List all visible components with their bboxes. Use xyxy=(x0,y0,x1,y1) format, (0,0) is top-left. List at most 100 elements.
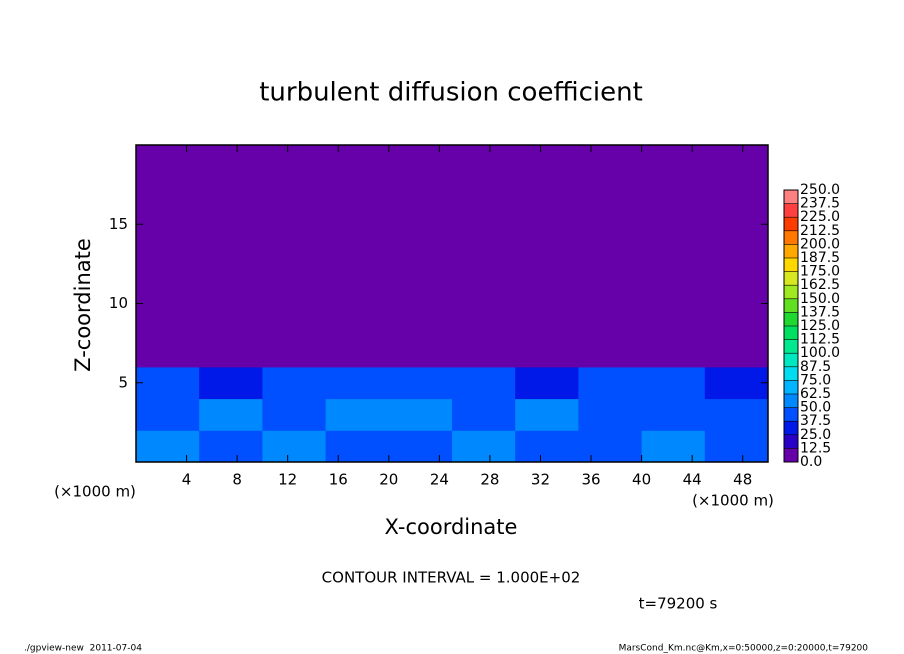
x-tick-label: 44 xyxy=(683,471,702,489)
field-cell xyxy=(388,335,453,368)
field xyxy=(136,145,769,463)
field-cell xyxy=(515,303,579,336)
colorbar-swatch xyxy=(784,271,798,286)
field-cell xyxy=(515,145,579,178)
field-cell xyxy=(325,145,390,178)
colorbar-label: 75.0 xyxy=(800,372,831,388)
field-cell xyxy=(452,430,516,463)
field-cell xyxy=(641,366,706,400)
field-cell xyxy=(325,208,390,241)
field-cell xyxy=(578,335,643,368)
field-cell xyxy=(515,398,579,431)
colorbar-label: 137.5 xyxy=(800,304,840,320)
field-cell xyxy=(578,208,643,241)
x-axis-label: X-coordinate xyxy=(385,515,518,539)
field-cell xyxy=(515,240,579,273)
colorbar-label: 250.0 xyxy=(800,182,840,198)
field-cell xyxy=(199,335,263,368)
field-cell xyxy=(262,176,327,209)
contour-interval: CONTOUR INTERVAL = 1.000E+02 xyxy=(322,569,581,587)
field-cell xyxy=(262,145,327,178)
colorbar-label: 212.5 xyxy=(800,223,840,239)
colorbar-swatch xyxy=(784,258,798,272)
field-cell xyxy=(452,303,516,336)
colorbar-swatch xyxy=(784,448,798,462)
field-cell xyxy=(452,208,516,241)
colorbar-label: 175.0 xyxy=(800,264,840,280)
footer-right: MarsCond_Km.nc@Km,x=0:50000,z=0:20000,t=… xyxy=(619,644,869,654)
field-cell xyxy=(199,271,263,304)
field-cell xyxy=(136,335,200,368)
x-tick-label: 40 xyxy=(632,471,651,489)
field-cell xyxy=(641,430,706,463)
field-cell xyxy=(704,271,769,304)
field-cell xyxy=(641,208,706,241)
field-cell xyxy=(578,145,643,178)
time-label: t=79200 s xyxy=(639,595,718,613)
chart-title: turbulent diffusion coefficient xyxy=(259,78,643,108)
field-cell xyxy=(262,271,327,304)
field-cell xyxy=(704,430,769,463)
field-cell xyxy=(262,398,327,431)
field-cell xyxy=(452,176,516,209)
field-cell xyxy=(704,176,769,209)
field-cell xyxy=(199,208,263,241)
field-cell xyxy=(704,208,769,241)
field-cell xyxy=(515,176,579,209)
field-cell xyxy=(704,335,769,368)
colorbar-label: 87.5 xyxy=(800,359,831,375)
field-cell xyxy=(452,335,516,368)
field-cell xyxy=(641,240,706,273)
field-cell xyxy=(199,430,263,463)
field-cell xyxy=(578,240,643,273)
field-cell xyxy=(388,366,453,400)
field-cell xyxy=(515,366,579,400)
field-cell xyxy=(325,176,390,209)
field-cell xyxy=(388,240,453,273)
field-cell xyxy=(388,208,453,241)
x-tick-label: 4 xyxy=(182,471,192,489)
colorbar-swatch xyxy=(784,353,798,367)
y-unit: (×1000 m) xyxy=(54,483,136,501)
colorbar-label: 37.5 xyxy=(800,413,831,429)
x-tick-label: 24 xyxy=(430,471,449,489)
x-tick-label: 36 xyxy=(581,471,600,489)
field-cell xyxy=(515,208,579,241)
field-cell xyxy=(136,176,200,209)
field-cell xyxy=(578,271,643,304)
y-tick-label: 10 xyxy=(109,294,128,312)
field-cell xyxy=(452,271,516,304)
x-tick-label: 12 xyxy=(278,471,297,489)
field-cell xyxy=(704,145,769,178)
colorbar-swatch xyxy=(784,230,798,245)
field-cell xyxy=(388,271,453,304)
field-cell xyxy=(199,145,263,178)
x-tick-label: 32 xyxy=(531,471,550,489)
field-cell xyxy=(262,208,327,241)
colorbar-swatch xyxy=(784,407,798,422)
colorbar-label: 187.5 xyxy=(800,250,840,266)
colorbar-label: 12.5 xyxy=(800,440,831,456)
field-cell xyxy=(262,240,327,273)
colorbar-swatch xyxy=(784,394,798,408)
field-cell xyxy=(325,271,390,304)
field-cell xyxy=(262,366,327,400)
x-tick-label: 48 xyxy=(733,471,752,489)
colorbar-swatch xyxy=(784,217,798,231)
field-cell xyxy=(136,271,200,304)
field-cell xyxy=(515,335,579,368)
field-cell xyxy=(136,208,200,241)
colorbar-swatch xyxy=(784,298,798,313)
field-cell xyxy=(262,430,327,463)
field-cell xyxy=(388,303,453,336)
colorbar-label: 162.5 xyxy=(800,277,840,293)
field-cell xyxy=(136,366,200,400)
field-cell xyxy=(136,398,200,431)
colorbar-label: 125.0 xyxy=(800,318,840,334)
field-cell xyxy=(136,145,200,178)
field-cell xyxy=(641,398,706,431)
field-cell xyxy=(136,240,200,273)
field-cell xyxy=(199,303,263,336)
colorbar-swatch xyxy=(784,312,798,326)
field-cell xyxy=(325,335,390,368)
